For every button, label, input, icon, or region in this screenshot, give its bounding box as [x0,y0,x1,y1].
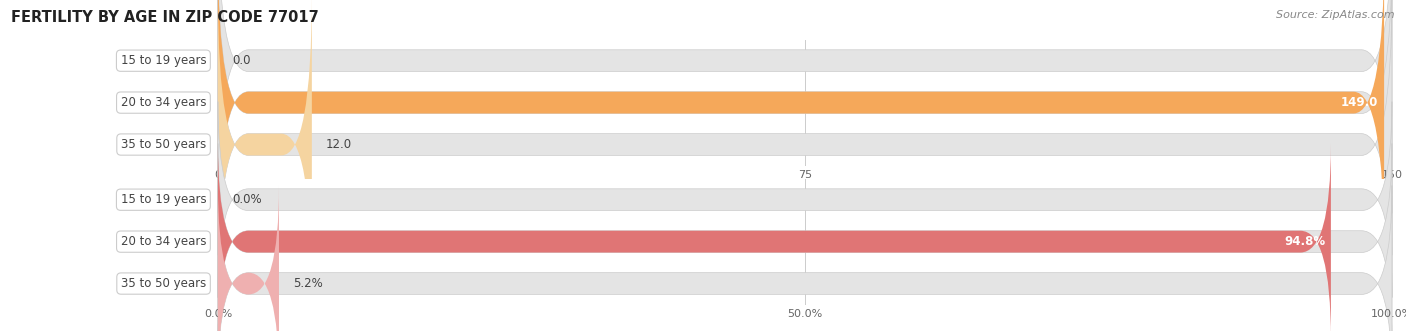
Text: 0.0: 0.0 [232,54,250,67]
FancyBboxPatch shape [218,0,1384,255]
FancyBboxPatch shape [218,0,1392,213]
FancyBboxPatch shape [218,102,1392,298]
Text: 12.0: 12.0 [326,138,352,151]
Text: 20 to 34 years: 20 to 34 years [121,235,207,248]
FancyBboxPatch shape [218,0,312,297]
Text: FERTILITY BY AGE IN ZIP CODE 77017: FERTILITY BY AGE IN ZIP CODE 77017 [11,10,319,25]
FancyBboxPatch shape [218,0,1392,297]
Text: 0.0%: 0.0% [232,193,262,206]
Text: 15 to 19 years: 15 to 19 years [121,193,207,206]
FancyBboxPatch shape [218,185,278,331]
FancyBboxPatch shape [218,144,1331,331]
FancyBboxPatch shape [218,185,1392,331]
FancyBboxPatch shape [218,0,1392,255]
Text: 20 to 34 years: 20 to 34 years [121,96,207,109]
FancyBboxPatch shape [218,144,1392,331]
Text: 94.8%: 94.8% [1284,235,1324,248]
Text: 35 to 50 years: 35 to 50 years [121,138,207,151]
Text: 35 to 50 years: 35 to 50 years [121,277,207,290]
Text: Source: ZipAtlas.com: Source: ZipAtlas.com [1277,10,1395,20]
Text: 149.0: 149.0 [1341,96,1378,109]
Text: 5.2%: 5.2% [292,277,323,290]
Text: 15 to 19 years: 15 to 19 years [121,54,207,67]
